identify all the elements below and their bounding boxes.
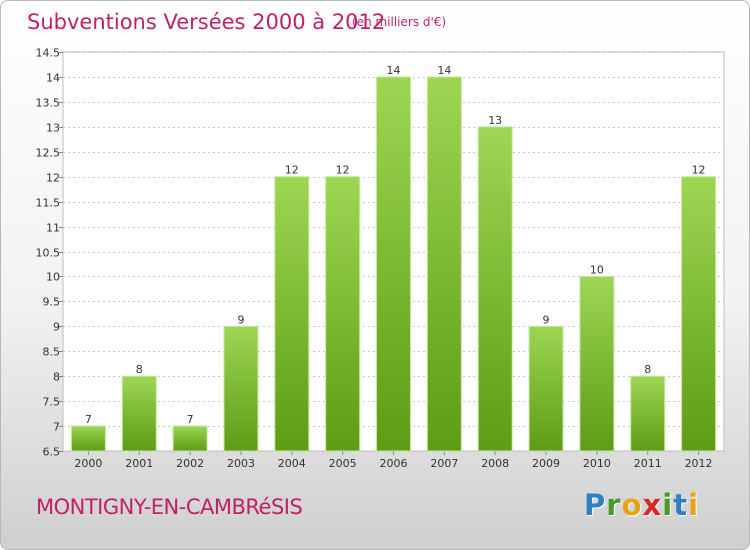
logo-letter: i <box>662 488 674 522</box>
bar-2003 <box>223 325 259 452</box>
bar-2000 <box>70 425 106 452</box>
x-tick-label: 2007 <box>430 457 458 470</box>
bar-value-label: 12 <box>285 164 299 177</box>
bar-value-label: 14 <box>437 64 451 77</box>
logo-letter: P <box>584 488 607 522</box>
bar-value-label: 9 <box>237 313 244 326</box>
y-tick-label: 10 <box>46 271 60 284</box>
y-tick-label: 11 <box>46 222 60 235</box>
y-tick-label: 6.5 <box>43 446 61 459</box>
bar-2009 <box>528 325 564 452</box>
y-tick-label: 13.5 <box>36 97 61 110</box>
bar-2012 <box>681 176 717 452</box>
chart-title: Subventions Versées 2000 à 2012 <box>27 10 386 34</box>
x-tick-label: 2003 <box>227 457 255 470</box>
x-tick-label: 2002 <box>176 457 204 470</box>
bar-2005 <box>325 176 361 452</box>
bar-value-label: 8 <box>136 363 143 376</box>
x-tick-label: 2004 <box>278 457 306 470</box>
x-tick-label: 2012 <box>685 457 713 470</box>
logo-letter: i <box>688 488 700 522</box>
chart-unit-label: (en milliers d'€) <box>352 15 447 29</box>
bar-value-label: 8 <box>644 363 651 376</box>
y-tick-label: 10.5 <box>36 247 61 260</box>
bar-value-label: 12 <box>692 164 706 177</box>
bar-value-label: 7 <box>187 413 194 426</box>
logo-letter: o <box>621 488 643 522</box>
x-tick-label: 2000 <box>74 457 102 470</box>
y-tick-label: 8 <box>53 371 60 384</box>
y-tick-label: 14 <box>46 72 60 85</box>
bar-2008 <box>477 126 513 452</box>
y-tick-label: 12 <box>46 172 60 185</box>
commune-name: MONTIGNY-EN-CAMBRéSIS <box>36 495 303 519</box>
x-tick-label: 2011 <box>634 457 662 470</box>
logo-letter: t <box>673 488 689 522</box>
bar-value-label: 7 <box>85 413 92 426</box>
bar-layer <box>70 76 717 452</box>
y-tick-label: 8.5 <box>43 346 61 359</box>
y-tick-label: 9 <box>53 321 60 334</box>
bar-value-label: 10 <box>590 263 604 276</box>
x-tick-label: 2005 <box>329 457 357 470</box>
bar-value-label: 12 <box>336 164 350 177</box>
y-tick-label: 12.5 <box>36 147 61 160</box>
logo-letter: x <box>642 488 663 522</box>
bar-2002 <box>172 425 208 452</box>
bar-2007 <box>426 76 462 452</box>
bar-value-label: 14 <box>387 64 401 77</box>
bar-value-label: 13 <box>488 114 502 127</box>
bar-value-label: 9 <box>543 313 550 326</box>
y-tick-label: 11.5 <box>36 197 61 210</box>
proxiti-logo: Proxiti <box>584 488 699 522</box>
y-tick-label: 14.5 <box>36 47 61 60</box>
bar-2001 <box>121 375 157 452</box>
x-tick-label: 2008 <box>481 457 509 470</box>
y-tick-label: 13 <box>46 122 60 135</box>
bar-2010 <box>579 275 615 452</box>
x-tick-label: 2009 <box>532 457 560 470</box>
x-tick-label: 2006 <box>380 457 408 470</box>
bar-2006 <box>376 76 411 452</box>
bar-2011 <box>630 375 666 452</box>
bar-2004 <box>274 176 310 452</box>
logo-letter: r <box>606 488 622 522</box>
y-tick-label: 9.5 <box>43 296 61 309</box>
x-tick-label: 2001 <box>125 457 153 470</box>
x-tick-label: 2010 <box>583 457 611 470</box>
y-tick-label: 7.5 <box>43 396 61 409</box>
label-layer: 6.5 7 7.5 8 8.5 9 9.5 10 10.5 11 11.5 12 12.5 13 13.5 1… <box>36 47 713 471</box>
y-tick-label: 7 <box>53 421 60 434</box>
